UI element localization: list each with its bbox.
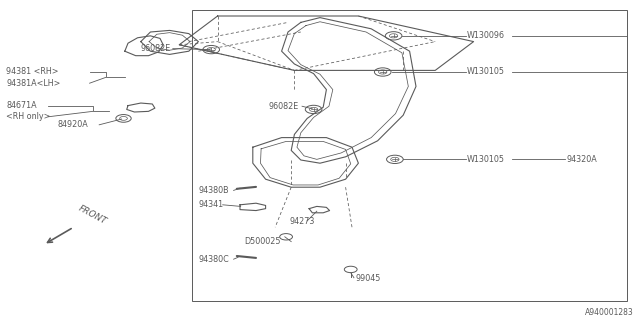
Bar xyxy=(192,10,627,301)
Text: W130105: W130105 xyxy=(467,155,505,164)
Text: 94320A: 94320A xyxy=(566,155,597,164)
Text: 84671A: 84671A xyxy=(6,101,37,110)
Text: 94381A<LH>: 94381A<LH> xyxy=(6,79,61,88)
Text: W130096: W130096 xyxy=(467,31,505,40)
Text: W130105: W130105 xyxy=(467,68,505,76)
Text: 84920A: 84920A xyxy=(58,120,88,129)
Text: 96082E: 96082E xyxy=(269,102,299,111)
Text: 99045: 99045 xyxy=(355,274,381,283)
Text: D500025: D500025 xyxy=(244,237,281,246)
Text: FRONT: FRONT xyxy=(77,204,108,226)
Text: A940001283: A940001283 xyxy=(585,308,634,317)
Text: 94341: 94341 xyxy=(198,200,223,209)
Text: 94380B: 94380B xyxy=(198,186,229,195)
Text: <RH only>: <RH only> xyxy=(6,112,51,121)
Text: 94380C: 94380C xyxy=(198,255,229,264)
Text: 94273: 94273 xyxy=(290,217,316,226)
Text: 94381 <RH>: 94381 <RH> xyxy=(6,68,59,76)
Text: 96082E: 96082E xyxy=(141,44,171,53)
